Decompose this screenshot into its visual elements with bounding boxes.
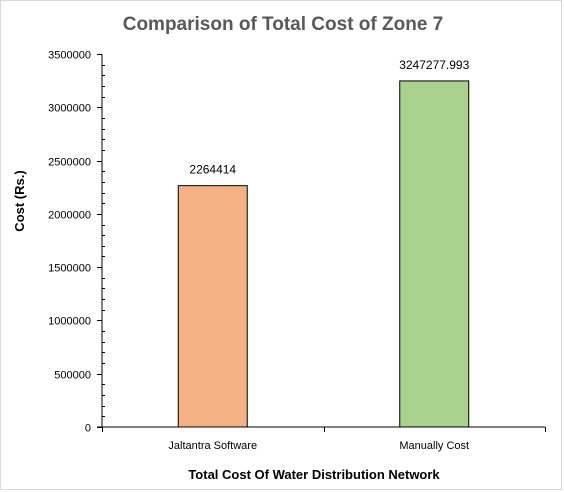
bar-data-label: 3247277.993 [399,58,469,72]
x-category-label: Jaltantra Software [168,440,257,452]
y-axis-title: Cost (Rs.) [12,170,27,231]
plot-area: 0 500000 1000000 1500000 2000000 2500000 30000… [48,50,546,452]
bar [177,185,248,428]
y-tick-label: 1500000 [48,263,91,275]
bar-data-label: 2264414 [189,163,236,177]
y-tick-label: 2500000 [48,157,91,169]
bar [399,80,470,428]
y-tick-label: 2000000 [48,210,91,222]
chart-title: Comparison of Total Cost of Zone 7 [123,14,444,35]
y-tick-label: 500000 [54,370,91,382]
y-tick-label: 3500000 [48,50,91,62]
y-tick-label: 0 [85,423,91,435]
x-axis-title: Total Cost Of Water Distribution Network [188,467,440,482]
x-category-label: Manually Cost [399,440,469,452]
y-tick-label: 1000000 [48,316,91,328]
y-tick-label: 3000000 [48,103,91,115]
